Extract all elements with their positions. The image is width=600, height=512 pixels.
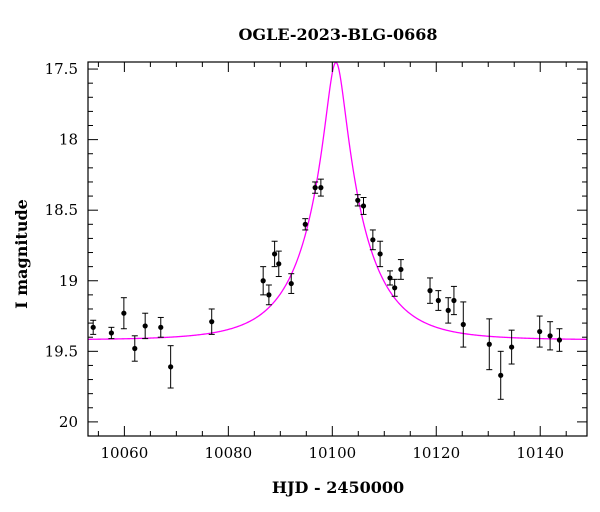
data-point [536, 315, 543, 348]
point-marker [121, 310, 127, 316]
point-marker [266, 292, 272, 298]
data-point [556, 328, 563, 352]
point-marker [158, 324, 164, 330]
data-point [354, 194, 361, 207]
data-point [460, 301, 467, 348]
point-marker [451, 297, 457, 304]
point-marker [370, 237, 376, 243]
point-marker [537, 328, 543, 335]
data-point [208, 308, 215, 335]
data-point [288, 273, 295, 294]
y-tick-label: 17.5 [45, 60, 78, 78]
data-point [435, 290, 442, 311]
point-marker [509, 344, 515, 350]
y-tick-label: 20 [59, 413, 78, 431]
data-point [397, 259, 404, 280]
data-point [157, 316, 164, 338]
data-point [90, 319, 97, 335]
y-axis-title: I magnitude [12, 199, 31, 309]
y-tick-label: 18 [59, 131, 78, 149]
chart-title: OGLE-2023-BLG-0668 [238, 25, 437, 44]
data-point [142, 312, 149, 340]
point-marker [272, 251, 278, 257]
point-marker [302, 221, 308, 227]
point-marker [486, 341, 492, 347]
plot-frame [87, 61, 588, 437]
point-marker [209, 319, 215, 325]
model-curve-layer [87, 61, 588, 340]
data-point [131, 335, 138, 362]
x-tick-label: 10080 [204, 444, 252, 462]
data-point [302, 218, 309, 231]
point-marker [142, 323, 148, 329]
data-point [547, 321, 554, 351]
y-tick-label: 18.5 [45, 201, 78, 219]
axes-layer: 10060 10080 10100 10120 10140 17.5 18 18.5 19 19.… [45, 60, 588, 462]
data-point [369, 229, 376, 251]
x-tick-label: 10100 [308, 444, 356, 462]
point-marker [276, 261, 282, 267]
point-marker [387, 275, 393, 281]
point-marker [288, 280, 294, 287]
point-marker [498, 372, 504, 378]
point-marker [392, 285, 398, 291]
x-axis-title: HJD - 2450000 [272, 478, 404, 497]
data-point [377, 240, 384, 268]
point-marker [460, 321, 466, 328]
y-tick-label: 19.5 [45, 342, 78, 360]
model-curve [87, 61, 588, 340]
data-point [265, 284, 272, 306]
point-marker [108, 330, 114, 336]
y-tick-label: 19 [59, 272, 78, 290]
data-point [445, 297, 452, 324]
data-point [497, 350, 504, 400]
point-marker [312, 185, 318, 191]
data-point [427, 277, 434, 304]
x-tick-label: 10140 [516, 444, 564, 462]
point-marker [360, 203, 367, 209]
point-marker [398, 266, 404, 273]
point-marker [445, 307, 451, 313]
x-tick-label: 10060 [101, 444, 149, 462]
data-point [391, 278, 398, 297]
point-marker [427, 288, 433, 294]
point-marker [90, 324, 96, 330]
point-marker [547, 333, 553, 339]
point-marker [260, 278, 266, 284]
data-point [360, 196, 367, 215]
point-marker [132, 345, 138, 352]
data-point [271, 240, 278, 268]
data-point [450, 285, 457, 316]
point-marker [377, 251, 383, 257]
data-point [508, 329, 515, 365]
point-marker [318, 185, 324, 191]
x-tick-label: 10120 [412, 444, 460, 462]
data-point [312, 181, 319, 194]
data-point [260, 266, 267, 296]
data-point [386, 270, 393, 286]
data-point [275, 250, 282, 278]
point-marker [168, 364, 174, 370]
point-marker [556, 337, 563, 343]
data-point [317, 178, 324, 197]
data-point [167, 345, 174, 389]
data-point [120, 297, 127, 330]
data-points-layer [90, 178, 563, 400]
data-point [486, 318, 493, 371]
point-marker [435, 297, 441, 304]
point-marker [355, 197, 361, 203]
data-point [108, 326, 115, 340]
